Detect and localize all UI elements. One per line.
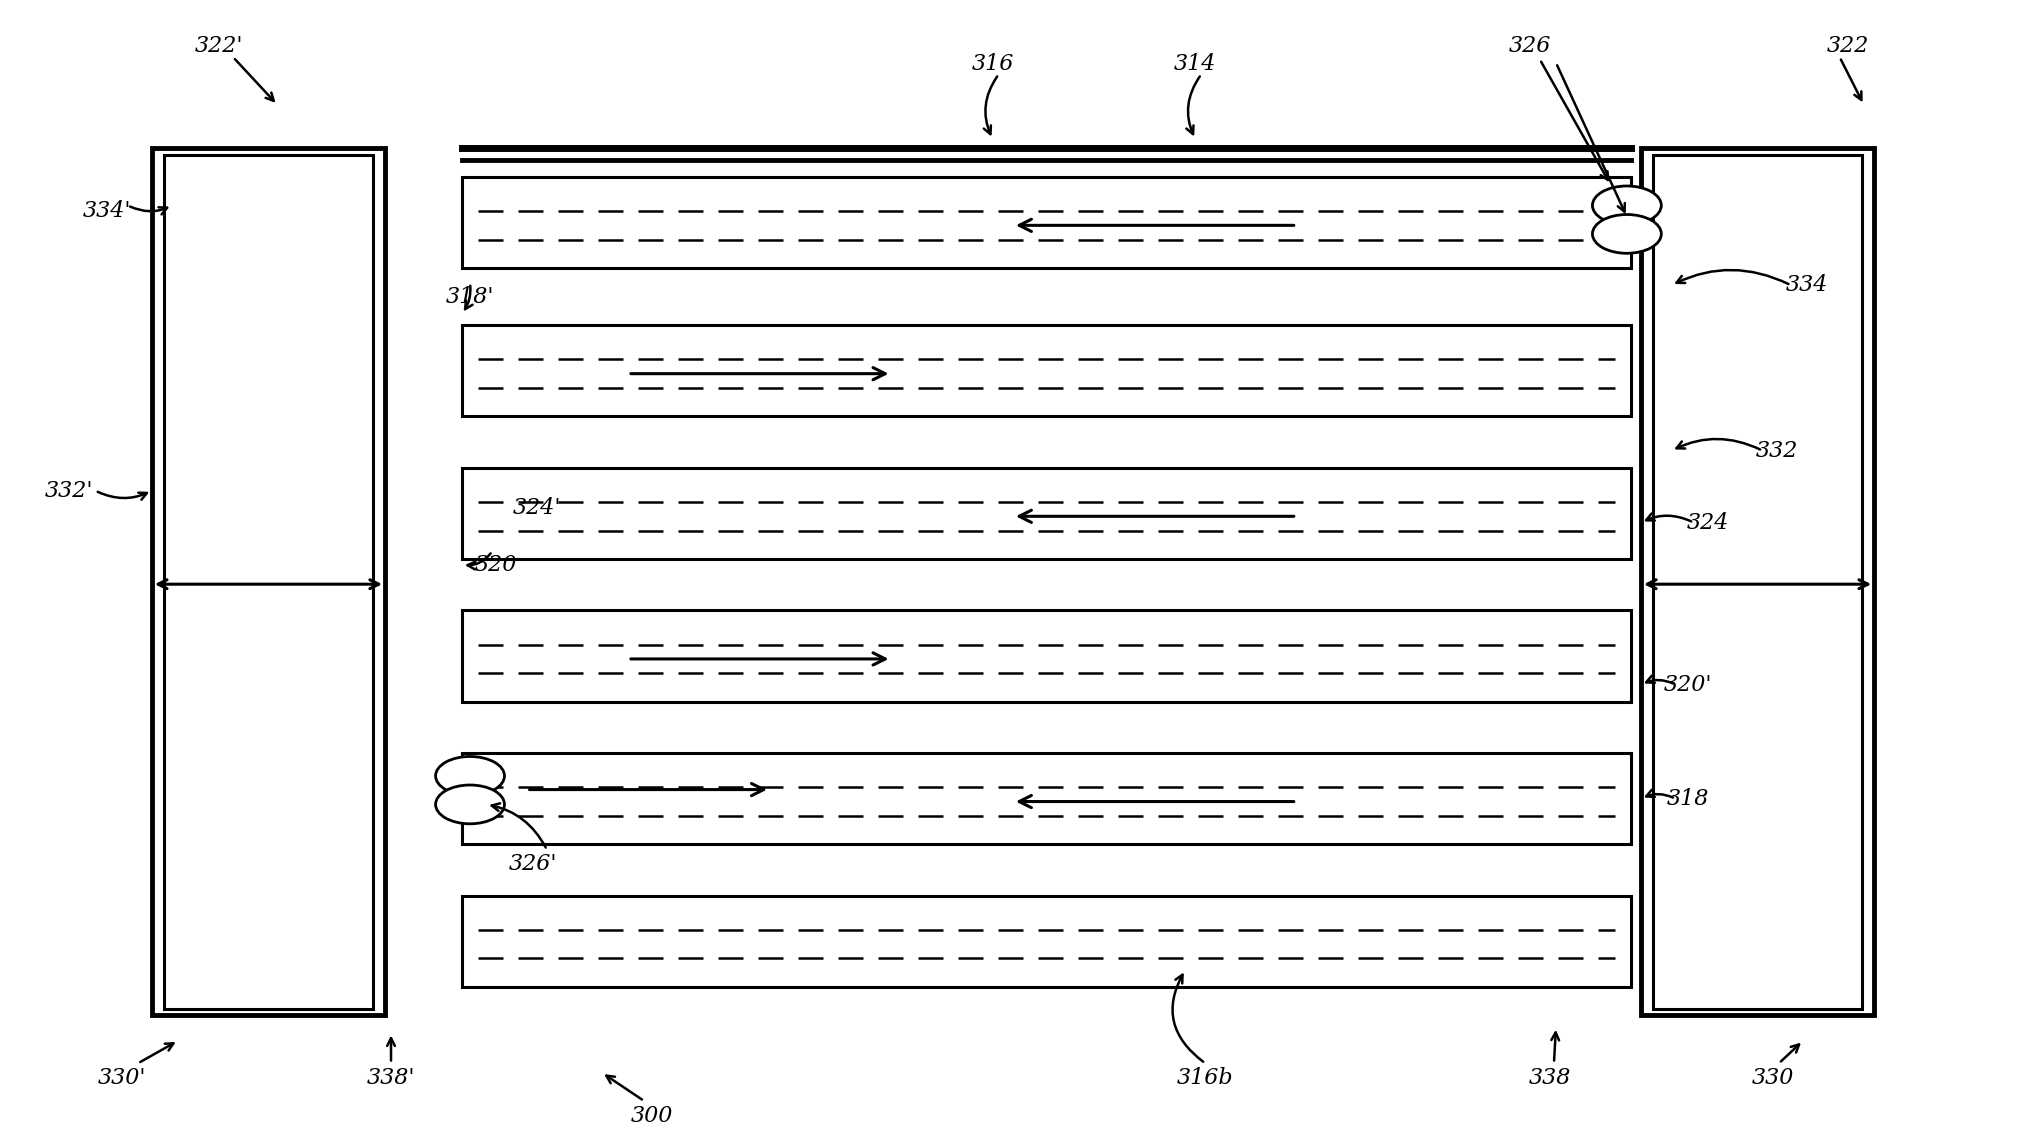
Text: 322: 322 <box>1827 34 1868 57</box>
Text: 314: 314 <box>1175 52 1216 75</box>
Text: 324': 324' <box>513 496 561 519</box>
Text: 324: 324 <box>1688 511 1728 534</box>
Text: 338: 338 <box>1530 1067 1570 1090</box>
Text: 338': 338' <box>367 1067 415 1090</box>
Text: 330': 330' <box>97 1067 146 1090</box>
Bar <box>462 325 1631 416</box>
Bar <box>462 896 1631 987</box>
Circle shape <box>1592 215 1661 253</box>
Bar <box>462 610 1631 702</box>
Text: 316b: 316b <box>1177 1067 1234 1090</box>
Text: 318': 318' <box>446 285 494 308</box>
Text: 330: 330 <box>1752 1067 1793 1090</box>
Bar <box>462 753 1631 844</box>
Bar <box>164 155 373 1009</box>
Text: 320: 320 <box>476 553 517 576</box>
Circle shape <box>436 756 504 795</box>
Text: 318: 318 <box>1667 787 1708 810</box>
Bar <box>462 468 1631 559</box>
Text: 334: 334 <box>1787 274 1827 297</box>
Text: 320': 320' <box>1663 673 1712 696</box>
Bar <box>152 148 385 1015</box>
Text: 316: 316 <box>972 52 1013 75</box>
Circle shape <box>1592 186 1661 225</box>
Bar <box>1641 148 1874 1015</box>
Text: 300: 300 <box>632 1104 673 1127</box>
Bar <box>462 177 1631 268</box>
Text: 332: 332 <box>1757 439 1797 462</box>
Circle shape <box>436 785 504 824</box>
Text: 332': 332' <box>45 479 93 502</box>
Text: 322': 322' <box>194 34 243 57</box>
Bar <box>1653 155 1862 1009</box>
Text: 334': 334' <box>83 200 132 222</box>
Text: 326: 326 <box>1509 34 1550 57</box>
Text: 326': 326' <box>509 852 557 875</box>
